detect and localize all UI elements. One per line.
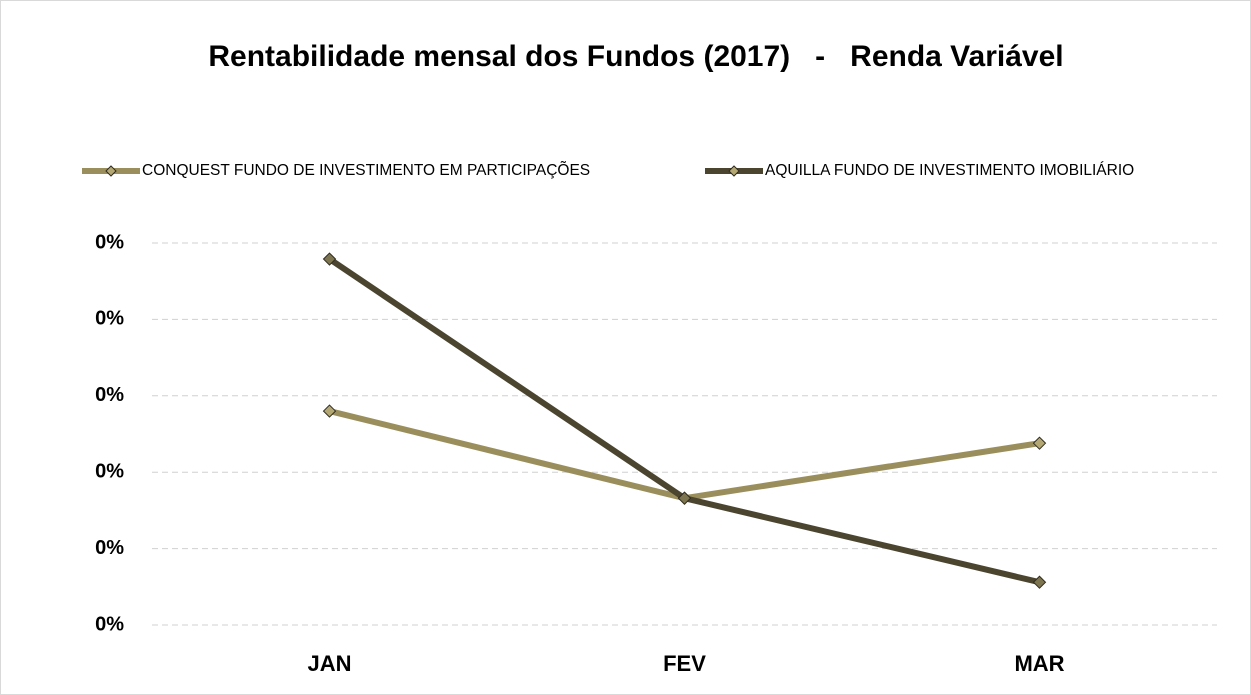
point-marker	[322, 252, 337, 266]
x-tick-label: FEV	[663, 651, 706, 676]
legend-marker	[728, 165, 740, 177]
y-tick-label: 0%	[95, 308, 124, 330]
y-tick-label: 0%	[95, 613, 124, 635]
x-tick-label: JAN	[307, 651, 351, 676]
legend-marker	[105, 165, 117, 177]
y-tick-label: 0%	[95, 460, 124, 482]
y-tick-label: 0%	[95, 384, 124, 406]
legend-label: AQUILLA FUNDO DE INVESTIMENTO IMOBILIÁRI…	[765, 162, 1134, 179]
y-tick-label: 0%	[95, 231, 124, 253]
chart-title: Rentabilidade mensal dos Fundos (2017) -…	[208, 40, 1063, 73]
point-marker	[322, 404, 337, 418]
point-marker	[1032, 575, 1047, 589]
y-tick-label: 0%	[95, 537, 124, 559]
point-marker	[1032, 436, 1047, 450]
legend-label: CONQUEST FUNDO DE INVESTIMENTO EM PARTIC…	[142, 162, 590, 179]
x-tick-label: MAR	[1014, 651, 1064, 676]
point-marker	[677, 491, 692, 505]
